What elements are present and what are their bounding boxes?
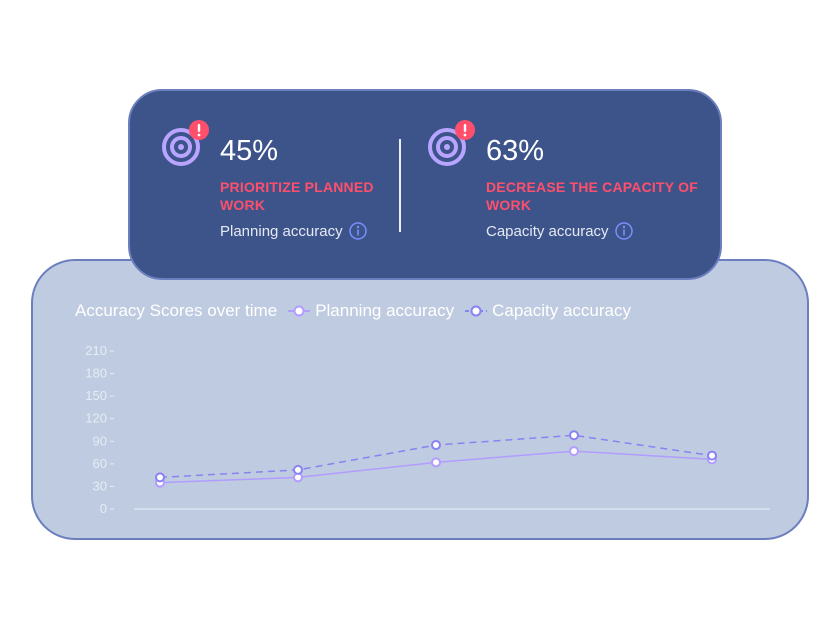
kpi-capacity: 63% DECREASE THE CAPACITY OF WORK Capaci… bbox=[486, 135, 706, 240]
legend-item-capacity[interactable]: Capacity accuracy bbox=[464, 301, 631, 321]
y-tick-label: 210 bbox=[85, 343, 107, 358]
y-tick-label: 120 bbox=[85, 411, 107, 426]
alert-icon bbox=[189, 120, 209, 140]
info-icon[interactable] bbox=[348, 222, 367, 240]
kpi-label-text: Capacity accuracy bbox=[486, 222, 609, 240]
legend-label-capacity: Capacity accuracy bbox=[492, 301, 631, 320]
y-tick-label: 30 bbox=[93, 478, 107, 493]
kpi-value: 45% bbox=[220, 135, 279, 167]
kpi-label-text: Planning accuracy bbox=[220, 222, 343, 240]
kpi-label: Capacity accuracy bbox=[486, 222, 706, 240]
data-point-capacity bbox=[707, 450, 717, 461]
chart-header: Accuracy Scores over time Planning accur… bbox=[75, 301, 631, 321]
data-point-capacity bbox=[431, 440, 441, 451]
kpi-alert-text: DECREASE THE CAPACITY OF WORK bbox=[486, 179, 698, 213]
line-chart: 0 30 60 90 120 150 180 210 bbox=[85, 343, 770, 516]
legend-line-marker-icon bbox=[288, 305, 311, 317]
info-icon[interactable] bbox=[614, 222, 633, 240]
target-icon bbox=[428, 120, 475, 166]
legend-label-planning: Planning accuracy bbox=[315, 301, 455, 320]
kpi-value: 63% bbox=[486, 135, 545, 167]
kpi-card: 45% PRIORITIZE PLANNED WORK Planning acc… bbox=[128, 89, 722, 280]
chart-card: 0 30 60 90 120 150 180 210 Accuracy Scores over… bbox=[31, 259, 809, 540]
legend-item-planning[interactable]: Planning accuracy bbox=[287, 301, 454, 321]
y-tick-label: 60 bbox=[93, 456, 107, 471]
data-point-capacity bbox=[569, 430, 579, 441]
chart-title: Accuracy Scores over time bbox=[75, 301, 278, 320]
y-tick-label: 180 bbox=[85, 366, 107, 381]
alert-icon bbox=[455, 120, 475, 140]
data-point-planning bbox=[431, 457, 441, 468]
kpi-planning: 45% PRIORITIZE PLANNED WORK Planning acc… bbox=[220, 135, 390, 240]
kpi-alert-text: PRIORITIZE PLANNED WORK bbox=[220, 179, 374, 213]
y-tick-label: 0 bbox=[100, 501, 107, 516]
y-tick-label: 150 bbox=[85, 388, 107, 403]
divider bbox=[399, 139, 401, 232]
kpi-label: Planning accuracy bbox=[220, 222, 390, 240]
data-point-planning bbox=[569, 446, 579, 457]
data-point-capacity bbox=[155, 472, 165, 483]
legend-line-marker-icon bbox=[465, 305, 488, 317]
data-point-capacity bbox=[293, 464, 303, 475]
y-tick-label: 90 bbox=[93, 433, 107, 448]
target-icon bbox=[162, 120, 209, 166]
